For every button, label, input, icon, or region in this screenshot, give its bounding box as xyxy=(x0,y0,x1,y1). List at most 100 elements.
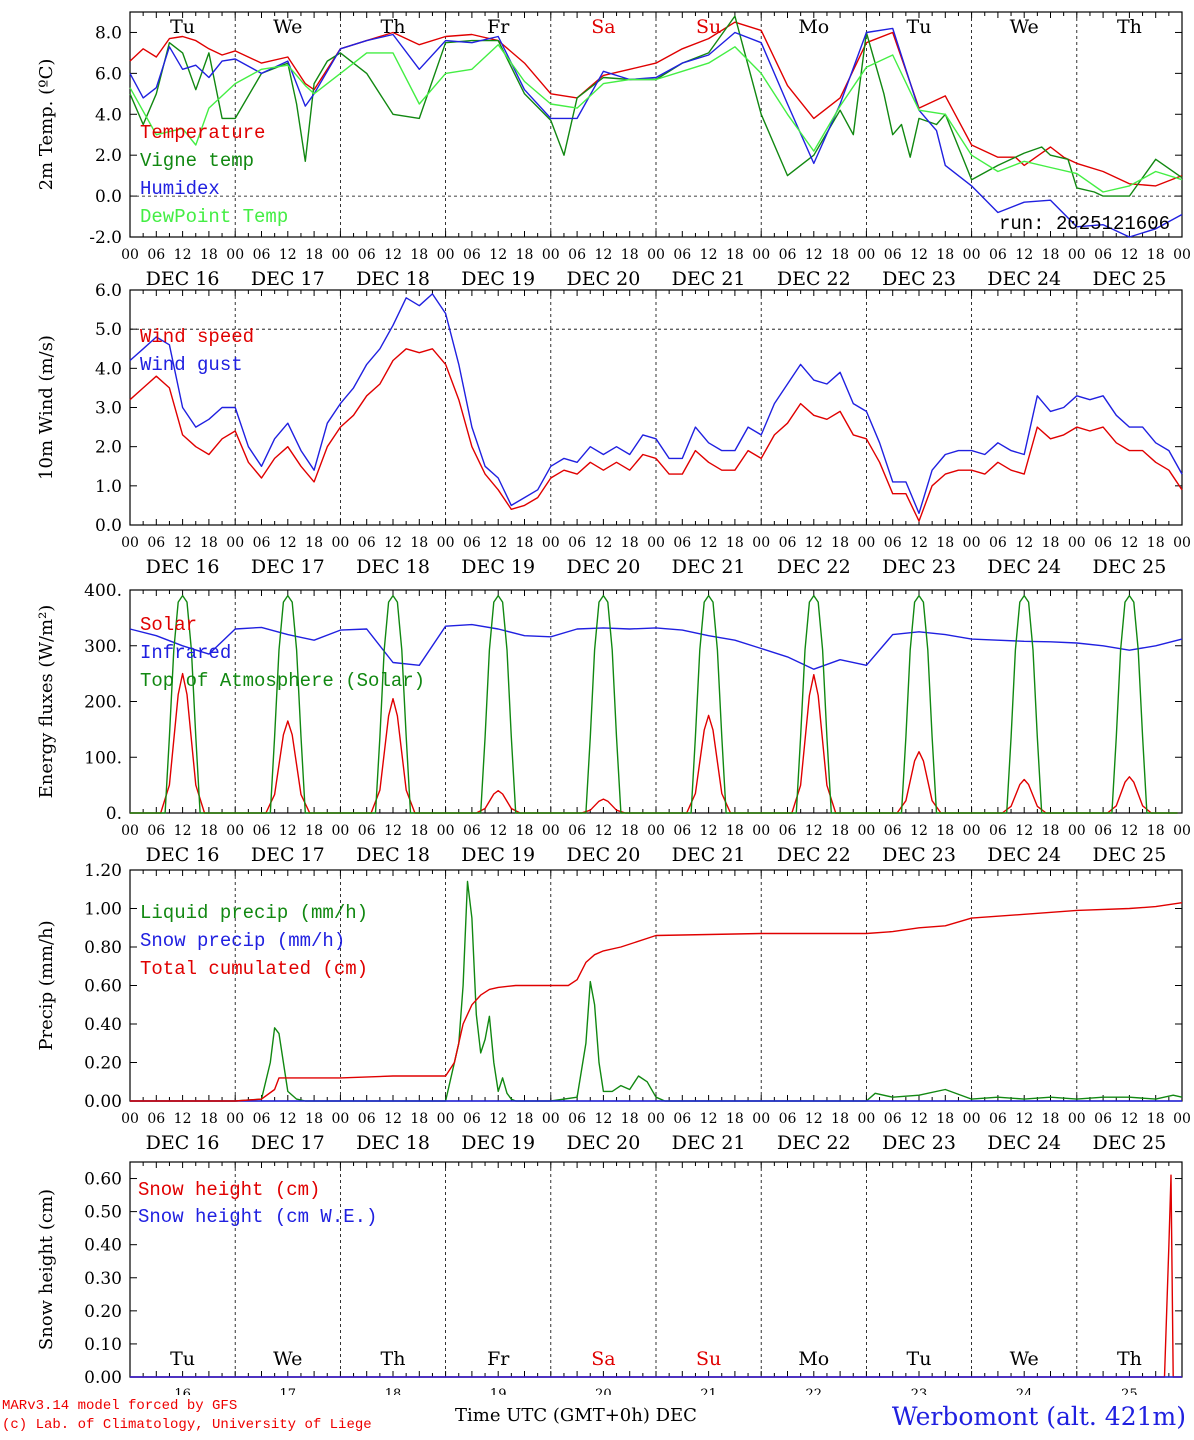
series-line xyxy=(130,902,1183,1102)
hour-label: 18 xyxy=(516,247,534,263)
hour-label: 18 xyxy=(1147,823,1165,839)
hour-label: 18 xyxy=(410,535,428,551)
hour-label: 12 xyxy=(594,535,612,551)
hour-label: 06 xyxy=(358,247,376,263)
panel-precip: 0.00 0.20 0.40 0.60 0.80 1.00 1.20 Precip (mm/h… xyxy=(36,861,1191,1154)
weekday-label: We xyxy=(1010,16,1039,38)
legend-entry: Temperature xyxy=(140,122,265,144)
y-tick-label: 2.0 xyxy=(95,438,122,458)
y-axis-label: Energy fluxes (W/m²) xyxy=(36,605,57,799)
hour-label: 00 xyxy=(857,535,875,551)
weekday-label: Th xyxy=(1117,16,1142,38)
hour-label: 00 xyxy=(226,823,244,839)
hour-label: 12 xyxy=(384,535,402,551)
hour-label: 00 xyxy=(121,823,139,839)
date-label: DEC 18 xyxy=(356,268,430,290)
y-tick-label: 0.20 xyxy=(84,1302,122,1322)
y-tick-label: 0.40 xyxy=(84,1015,122,1035)
hour-label: 06 xyxy=(147,823,165,839)
hour-label: 00 xyxy=(226,535,244,551)
date-label: DEC 19 xyxy=(461,1132,535,1154)
date-label: DEC 22 xyxy=(777,268,851,290)
hour-label: 06 xyxy=(358,823,376,839)
hour-label: 12 xyxy=(489,1111,507,1127)
date-label: DEC 20 xyxy=(566,268,640,290)
hour-label: 18 xyxy=(1147,1111,1165,1127)
hour-label: 06 xyxy=(1094,823,1112,839)
hour-label: 12 xyxy=(1120,823,1138,839)
legend-entry: Solar xyxy=(140,614,197,636)
date-label: DEC 22 xyxy=(777,1132,851,1154)
weekday-label: Sa xyxy=(591,16,615,38)
hour-label: 18 xyxy=(831,535,849,551)
hour-label: 12 xyxy=(594,1111,612,1127)
series-line xyxy=(129,293,1183,514)
hour-label: 06 xyxy=(463,535,481,551)
hour-label: 18 xyxy=(516,1111,534,1127)
date-label: DEC 18 xyxy=(356,556,430,578)
hour-label: 18 xyxy=(621,535,639,551)
panel-wind: 0.0 1.0 2.0 3.0 4.0 5.0 6.0 10m Wind (m/s) Wind … xyxy=(36,281,1191,578)
date-label: DEC 21 xyxy=(672,268,746,290)
hour-label: 18 xyxy=(831,1111,849,1127)
hour-label: 06 xyxy=(463,1111,481,1127)
hour-label: 12 xyxy=(384,1111,402,1127)
hour-label: 00 xyxy=(752,535,770,551)
hour-label: 06 xyxy=(568,247,586,263)
hour-label: 12 xyxy=(910,535,928,551)
hour-label: 06 xyxy=(779,823,797,839)
hour-label: 00 xyxy=(437,823,455,839)
y-tick-label: 0.30 xyxy=(84,1269,122,1289)
hour-label: 00 xyxy=(647,823,665,839)
hour-label: 06 xyxy=(884,823,902,839)
hour-label: 06 xyxy=(989,823,1007,839)
day-number-label: 18 xyxy=(385,1387,402,1395)
date-label: DEC 16 xyxy=(146,556,220,578)
hour-label: 00 xyxy=(857,247,875,263)
date-label: DEC 20 xyxy=(566,556,640,578)
hour-label: 00 xyxy=(752,247,770,263)
hour-label: 06 xyxy=(463,823,481,839)
date-label: DEC 24 xyxy=(987,556,1061,578)
hour-label: 00 xyxy=(752,1111,770,1127)
hour-label: 18 xyxy=(936,1111,954,1127)
hour-label: 18 xyxy=(726,1111,744,1127)
hour-label: 00 xyxy=(121,535,139,551)
hour-label: 00 xyxy=(963,247,981,263)
date-label: DEC 24 xyxy=(987,844,1061,866)
hour-label: 12 xyxy=(174,535,192,551)
date-label: DEC 22 xyxy=(777,844,851,866)
series-line xyxy=(130,672,1178,814)
weekday-label: Mo xyxy=(798,16,829,38)
hour-label: 12 xyxy=(805,535,823,551)
weekday-label: Mo xyxy=(798,1348,829,1370)
hour-label: 00 xyxy=(963,535,981,551)
y-tick-label: 6.0 xyxy=(95,64,122,84)
hour-label: 06 xyxy=(568,823,586,839)
hour-label: 12 xyxy=(489,823,507,839)
legend-entry: Wind speed xyxy=(140,326,254,348)
hour-label: 12 xyxy=(489,247,507,263)
legend-entry: Snow height (cm W.E.) xyxy=(138,1206,377,1228)
hour-label: 12 xyxy=(1120,247,1138,263)
y-tick-label: 3.0 xyxy=(95,399,122,419)
y-tick-label: 0.0 xyxy=(95,516,122,536)
hour-label: 12 xyxy=(174,823,192,839)
weekday-label: Su xyxy=(696,16,721,38)
hour-label: 06 xyxy=(673,823,691,839)
hour-label: 00 xyxy=(647,247,665,263)
hour-label: 06 xyxy=(884,247,902,263)
y-tick-label: 8.0 xyxy=(95,23,122,43)
y-tick-label: 0.40 xyxy=(84,1236,122,1256)
y-tick-label: 4.0 xyxy=(95,359,122,379)
hour-label: 00 xyxy=(1068,535,1086,551)
hour-label: 06 xyxy=(147,247,165,263)
hour-label: 06 xyxy=(989,535,1007,551)
y-tick-label: 1.0 xyxy=(95,477,122,497)
hour-label: 00 xyxy=(1173,535,1191,551)
legend-entry: Total cumulated (cm) xyxy=(140,958,368,980)
date-label: DEC 17 xyxy=(251,268,325,290)
hour-label: 00 xyxy=(1068,1111,1086,1127)
hour-label: 18 xyxy=(1042,247,1060,263)
y-tick-label: 400. xyxy=(84,581,122,601)
